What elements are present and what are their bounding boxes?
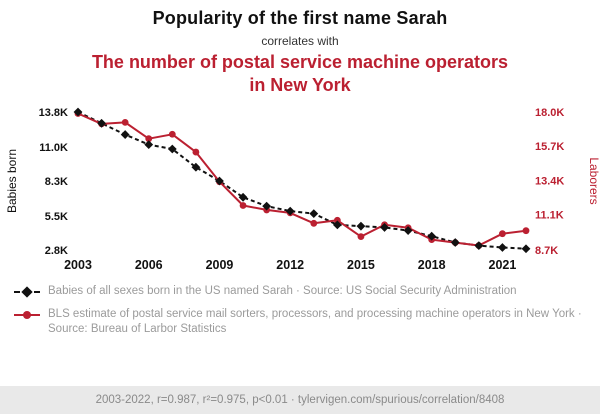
legend-text-postal: BLS estimate of postal service mail sort…: [48, 307, 582, 336]
svg-text:11.1K: 11.1K: [535, 209, 564, 221]
svg-text:5.5K: 5.5K: [45, 211, 68, 223]
chart-header: Popularity of the first name Sarah corre…: [0, 0, 600, 96]
svg-text:2021: 2021: [489, 258, 517, 272]
circle-solid-line-icon: [14, 308, 40, 322]
diamond-dashed-line-icon: [14, 285, 40, 299]
svg-text:8.7K: 8.7K: [535, 245, 558, 257]
series-sarah-markers: [73, 107, 531, 254]
legend-item-postal: BLS estimate of postal service mail sort…: [14, 307, 586, 338]
footer-attribution: 2003-2022, r=0.987, r²=0.975, p<0.01 · t…: [0, 386, 600, 414]
svg-text:2006: 2006: [135, 258, 163, 272]
legend-text-sarah: Babies of all sexes born in the US named…: [48, 285, 517, 297]
svg-text:2015: 2015: [347, 258, 375, 272]
svg-text:2.8K: 2.8K: [45, 245, 68, 257]
svg-text:15.7K: 15.7K: [535, 141, 564, 153]
series-sarah-line: [77, 111, 527, 250]
x-axis-ticks: 2003 2006 2009 2012 2015 2018 2021: [64, 258, 516, 272]
page-title: Popularity of the first name Sarah: [152, 8, 448, 28]
right-axis-title: Laborers: [587, 157, 600, 204]
legend: Babies of all sexes born in the US named…: [0, 278, 600, 345]
series-postal-markers: [74, 110, 530, 249]
svg-text:11.0K: 11.0K: [39, 142, 68, 154]
chart-svg: 13.8K 11.0K 8.3K 5.5K 2.8K 18.0K 15.7K 13.4K 11.…: [5, 107, 600, 272]
left-axis-title: Babies born: [5, 149, 19, 213]
svg-text:2009: 2009: [206, 258, 234, 272]
right-axis-ticks: 18.0K 15.7K 13.4K 11.1K 8.7K: [535, 107, 564, 257]
svg-text:Laborers: Laborers: [587, 157, 600, 204]
chart: 13.8K 11.0K 8.3K 5.5K 2.8K 18.0K 15.7K 13.4K 11.…: [0, 98, 600, 278]
svg-text:13.8K: 13.8K: [39, 107, 68, 119]
left-axis-ticks: 13.8K 11.0K 8.3K 5.5K 2.8K: [39, 107, 68, 257]
svg-text:Babies born: Babies born: [5, 149, 19, 213]
svg-text:2018: 2018: [418, 258, 446, 272]
svg-text:18.0K: 18.0K: [535, 107, 564, 119]
legend-item-sarah: Babies of all sexes born in the US named…: [14, 284, 586, 300]
page-subtitle: The number of postal service machine ope…: [91, 52, 509, 95]
svg-text:2012: 2012: [276, 258, 304, 272]
svg-text:8.3K: 8.3K: [45, 176, 68, 188]
svg-text:2003: 2003: [64, 258, 92, 272]
svg-text:13.4K: 13.4K: [535, 175, 564, 187]
series-postal-line: [77, 112, 527, 247]
correlates-with-label: correlates with: [261, 34, 339, 48]
